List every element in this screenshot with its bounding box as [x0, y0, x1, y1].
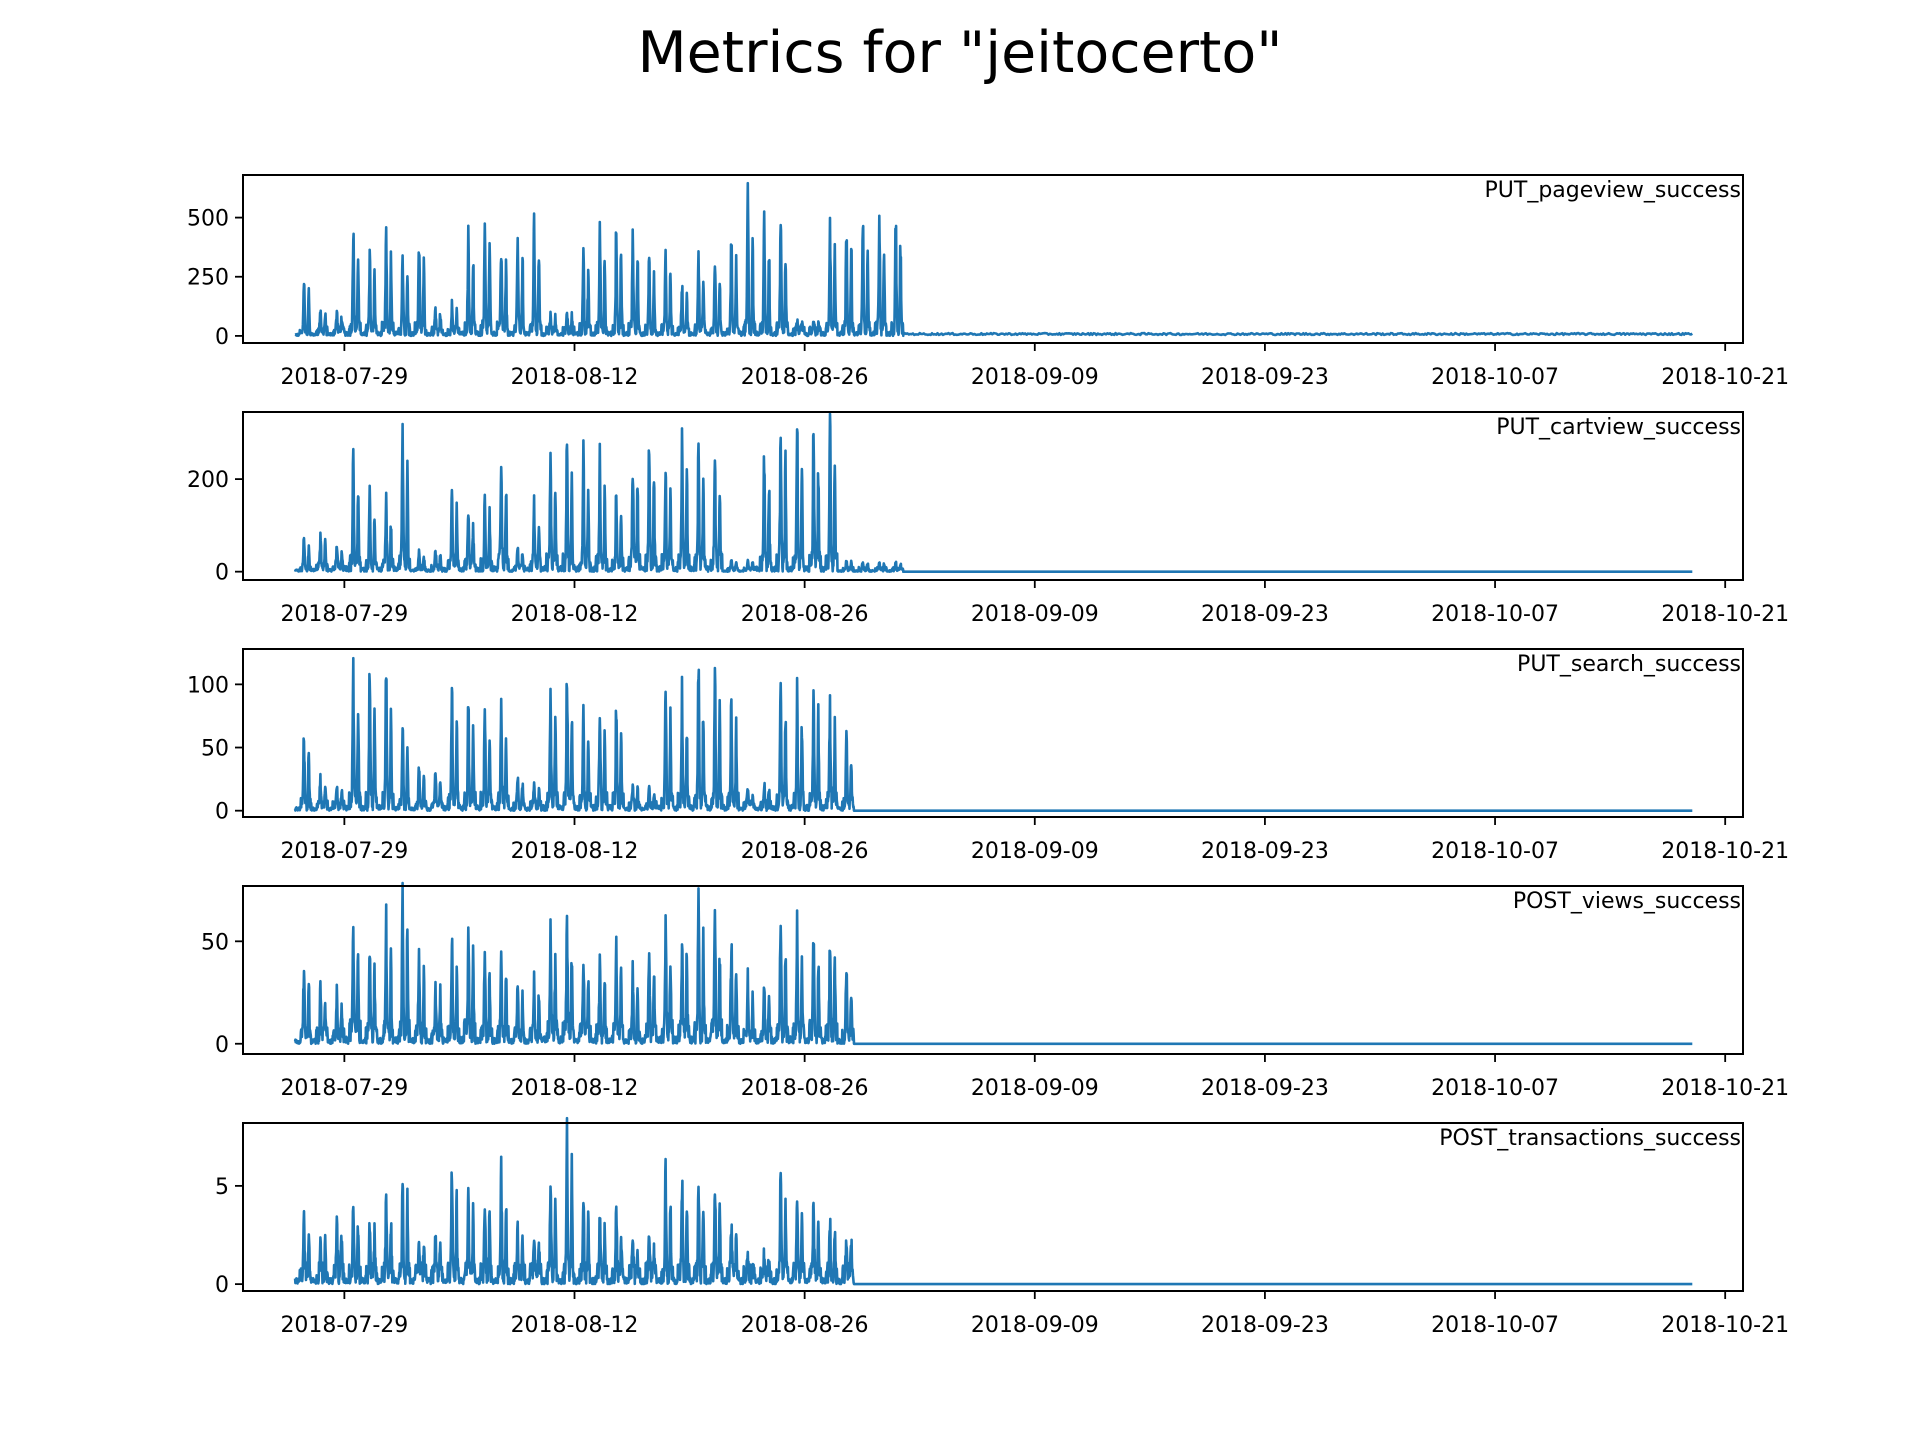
- x-tick-label: 2018-10-07: [1431, 602, 1559, 627]
- y-tick-label: 0: [215, 1033, 229, 1058]
- x-tick-label: 2018-07-29: [280, 1313, 408, 1338]
- series-label: POST_transactions_success: [1439, 1126, 1741, 1151]
- series-label: PUT_cartview_success: [1496, 415, 1741, 440]
- x-tick-label: 2018-07-29: [280, 839, 408, 864]
- panel-PUT_pageview_success: PUT_pageview_success 0 250 500 2018-07-29 201…: [187, 174, 1789, 390]
- x-tick-label: 2018-08-26: [741, 602, 869, 627]
- y-tick-label: 0: [215, 800, 229, 825]
- x-tick-label: 2018-10-07: [1431, 1076, 1559, 1101]
- y-tick-label: 500: [187, 207, 229, 232]
- x-tick-label: 2018-08-26: [741, 1076, 869, 1101]
- series-line-PUT_pageview_success: [294, 181, 1694, 338]
- axes-frame: [242, 885, 1744, 1055]
- series-label: POST_views_success: [1513, 889, 1741, 914]
- x-tick-label: 2018-07-29: [280, 602, 408, 627]
- x-tick-label: 2018-09-23: [1201, 1076, 1329, 1101]
- x-tick-label: 2018-08-26: [741, 365, 869, 390]
- series-line-PUT_cartview_success: [293, 412, 1693, 573]
- y-tick-label: 100: [187, 673, 229, 698]
- y-tick-label: 5: [215, 1175, 229, 1200]
- x-tick-label: 2018-07-29: [280, 1076, 408, 1101]
- x-tick-label: 2018-08-26: [741, 1313, 869, 1338]
- x-tick-label: 2018-09-09: [971, 365, 1099, 390]
- panel-POST_transactions_success: POST_transactions_success 0 5 2018-07-29 201…: [215, 1116, 1789, 1338]
- panel-POST_views_success: POST_views_success 0 50 2018-07-29 2018-08-1…: [201, 881, 1789, 1101]
- axes-frame: [242, 648, 1744, 818]
- chart-title: Metrics for "jeitocerto": [638, 20, 1283, 86]
- series-label: PUT_pageview_success: [1485, 178, 1741, 203]
- x-tick-label: 2018-10-21: [1661, 365, 1789, 390]
- x-tick-label: 2018-10-21: [1661, 602, 1789, 627]
- y-tick-label: 0: [215, 325, 229, 350]
- x-tick-label: 2018-09-23: [1201, 365, 1329, 390]
- series-line-POST_transactions_success: [293, 1116, 1693, 1286]
- y-tick-label: 0: [215, 1273, 229, 1298]
- x-tick-label: 2018-09-23: [1201, 1313, 1329, 1338]
- y-tick-label: 250: [187, 266, 229, 291]
- x-tick-label: 2018-08-12: [511, 839, 639, 864]
- x-tick-label: 2018-09-09: [971, 1313, 1099, 1338]
- x-tick-label: 2018-08-12: [511, 602, 639, 627]
- x-tick-label: 2018-10-07: [1431, 1313, 1559, 1338]
- x-tick-label: 2018-09-09: [971, 602, 1099, 627]
- axes-frame: [242, 174, 1744, 344]
- panel-PUT_cartview_success: PUT_cartview_success 0 200 2018-07-29 2018-0…: [187, 411, 1789, 627]
- series-line-PUT_search_success: [293, 656, 1693, 812]
- x-tick-label: 2018-07-29: [280, 365, 408, 390]
- axes-frame: [242, 411, 1744, 581]
- x-tick-label: 2018-09-23: [1201, 839, 1329, 864]
- series-label: PUT_search_success: [1517, 652, 1741, 677]
- x-tick-label: 2018-09-23: [1201, 602, 1329, 627]
- y-tick-label: 0: [215, 561, 229, 586]
- x-tick-label: 2018-08-12: [511, 1313, 639, 1338]
- x-tick-label: 2018-09-09: [971, 839, 1099, 864]
- x-tick-label: 2018-08-12: [511, 365, 639, 390]
- x-tick-label: 2018-08-26: [741, 839, 869, 864]
- panel-PUT_search_success: PUT_search_success 0 50 100 2018-07-29 2018-0…: [187, 648, 1789, 864]
- y-tick-label: 200: [187, 468, 229, 493]
- x-tick-label: 2018-09-09: [971, 1076, 1099, 1101]
- x-tick-label: 2018-10-21: [1661, 1076, 1789, 1101]
- y-tick-label: 50: [201, 737, 229, 762]
- series-line-POST_views_success: [293, 881, 1693, 1046]
- x-tick-label: 2018-10-21: [1661, 839, 1789, 864]
- x-tick-label: 2018-10-21: [1661, 1313, 1789, 1338]
- x-tick-label: 2018-08-12: [511, 1076, 639, 1101]
- x-tick-label: 2018-10-07: [1431, 365, 1559, 390]
- x-tick-label: 2018-10-07: [1431, 839, 1559, 864]
- axes-frame: [242, 1122, 1744, 1292]
- y-tick-label: 50: [201, 930, 229, 955]
